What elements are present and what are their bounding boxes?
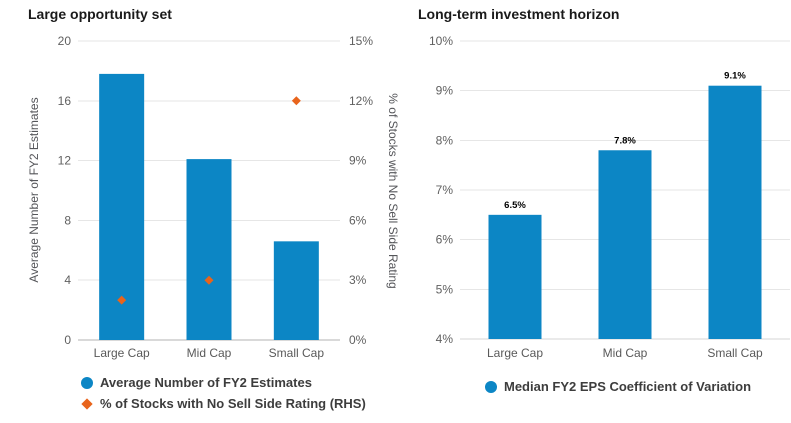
y-axis-tick-label: 12 xyxy=(58,154,72,168)
legend-swatch-box xyxy=(484,380,498,393)
secondary-y-axis-tick-label: 12% xyxy=(349,94,373,108)
chart-long-term-investment-horizon: Long-term investment horizon 10% 9% 8% 7% 6%… xyxy=(400,0,791,423)
secondary-y-axis-tick-label: 3% xyxy=(349,273,367,287)
bar-mid-cap xyxy=(186,159,232,340)
y-axis-tick-label: 6% xyxy=(436,233,454,247)
chart-large-opportunity-set: Large opportunity set 20 16 12 8 4 0 15% 12% 9% 6… xyxy=(27,6,400,412)
bar-small-cap xyxy=(273,241,319,340)
bar-mid-cap xyxy=(598,150,652,339)
legend-item: % of Stocks with No Sell Side Rating (RH… xyxy=(80,395,366,412)
secondary-y-axis-title: % of Stocks with No Sell Side Rating xyxy=(386,93,400,288)
bar-data-label: 7.8% xyxy=(614,135,636,146)
y-axis-tick-label: 10% xyxy=(429,34,453,48)
x-axis-category-label: Small Cap xyxy=(707,346,763,360)
y-axis-tick-label: 5% xyxy=(436,282,454,296)
x-axis-category-label: Mid Cap xyxy=(187,346,232,360)
y-axis-tick-label: 4 xyxy=(64,273,71,287)
y-axis-tick-label: 0 xyxy=(64,333,71,347)
legend: Median FY2 EPS Coefficient of Variation xyxy=(484,378,751,395)
secondary-y-axis-tick-label: 15% xyxy=(349,34,373,48)
bar-small-cap xyxy=(708,85,762,339)
diamond-marker-small-cap xyxy=(291,96,301,106)
x-axis-category-label: Large Cap xyxy=(94,346,150,360)
legend-circle-marker-icon xyxy=(81,376,93,389)
chart-title: Long-term investment horizon xyxy=(418,6,620,22)
legend-label: Average Number of FY2 Estimates xyxy=(100,375,312,390)
legend-circle-marker-icon xyxy=(485,380,497,393)
legend-item: Median FY2 EPS Coefficient of Variation xyxy=(484,378,751,395)
x-axis-category-label: Mid Cap xyxy=(603,346,648,360)
y-axis-tick-label: 4% xyxy=(436,332,454,346)
legend-swatch-box xyxy=(80,376,94,389)
y-axis-title: Average Number of FY2 Estimates xyxy=(27,97,41,282)
bar-data-label: 9.1% xyxy=(724,71,746,82)
legend-swatch-box xyxy=(80,397,94,410)
bar-large-cap xyxy=(488,214,542,339)
plot-area: 10% 9% 8% 7% 6% 5% 4% 6.5% 7.8% 9.1% Large Cap Mid … xyxy=(429,34,790,360)
diamond-marker-mid-cap xyxy=(204,275,214,285)
chart-title: Large opportunity set xyxy=(28,6,172,22)
bar-data-label: 6.5% xyxy=(504,200,526,211)
legend-item: Average Number of FY2 Estimates xyxy=(80,374,366,391)
y-axis-tick-label: 8 xyxy=(64,213,71,227)
y-axis-tick-label: 9% xyxy=(436,84,454,98)
legend-diamond-marker-icon xyxy=(81,397,93,410)
legend-label: Median FY2 EPS Coefficient of Variation xyxy=(504,379,752,394)
secondary-y-axis-tick-label: 9% xyxy=(349,154,367,168)
secondary-y-axis-tick-label: 6% xyxy=(349,213,367,227)
x-axis-category-label: Large Cap xyxy=(487,346,543,360)
x-axis-category-label: Small Cap xyxy=(269,346,325,360)
secondary-y-axis-tick-label: 0% xyxy=(349,333,367,347)
legend: Average Number of FY2 Estimates % of Stoc… xyxy=(80,374,366,412)
y-axis-tick-label: 7% xyxy=(436,183,454,197)
diamond-marker-large-cap xyxy=(117,295,127,305)
y-axis-tick-label: 8% xyxy=(436,133,454,147)
y-axis-tick-label: 16 xyxy=(58,94,72,108)
legend-label: % of Stocks with No Sell Side Rating (RH… xyxy=(100,396,366,411)
plot-area: 20 16 12 8 4 0 15% 12% 9% 6% 3% 0% Average Number of… xyxy=(27,34,400,360)
y-axis-tick-label: 20 xyxy=(58,34,72,48)
